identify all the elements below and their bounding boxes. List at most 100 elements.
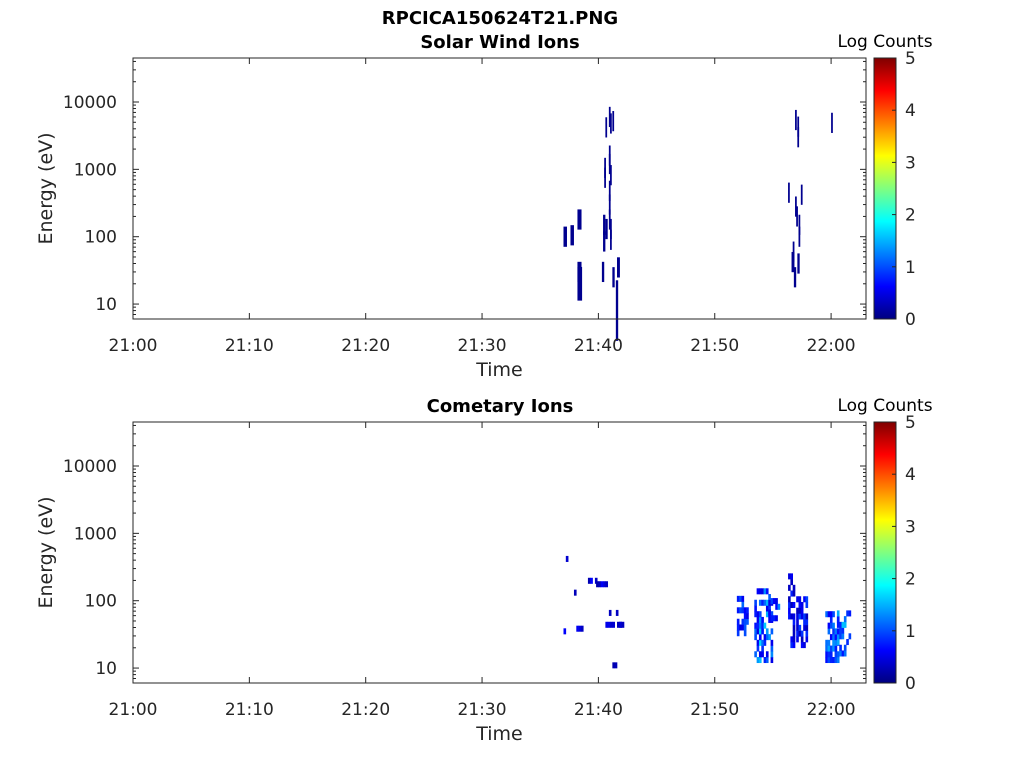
data-cell — [834, 634, 838, 641]
data-cell — [594, 577, 598, 584]
data-cell — [796, 630, 799, 637]
axes-box — [132, 421, 867, 684]
data-cell — [605, 218, 608, 240]
data-cell — [841, 650, 845, 657]
colorbar-tick-label: 3 — [905, 517, 916, 537]
data-cell — [756, 588, 760, 595]
data-cell — [565, 555, 569, 562]
data-cell — [743, 618, 747, 625]
x-tick-label: 21:30 — [458, 700, 507, 720]
data-cell — [607, 621, 611, 628]
data-cell — [770, 639, 774, 646]
data-cell — [563, 226, 567, 247]
data-cell — [596, 581, 599, 588]
y-tick-label: 100 — [85, 228, 117, 248]
data-cell — [736, 630, 740, 637]
data-cell — [825, 657, 828, 664]
colorbar-tick-label: 0 — [905, 674, 916, 694]
data-cell — [829, 634, 833, 641]
data-cell — [843, 621, 847, 628]
data-cell — [839, 621, 842, 628]
plot-area — [133, 58, 866, 319]
data-cell — [770, 651, 774, 658]
data-cell — [836, 621, 840, 628]
data-cell — [798, 596, 802, 603]
data-cell — [803, 642, 806, 649]
data-cell — [617, 257, 620, 278]
data-cell — [763, 634, 767, 641]
data-cell — [608, 209, 611, 230]
data-cell — [770, 657, 774, 664]
data-cell — [792, 642, 796, 649]
data-cell — [765, 651, 769, 658]
data-cell — [798, 214, 801, 235]
data-cell — [754, 622, 757, 629]
data-cell — [800, 607, 804, 614]
data-cell — [758, 599, 762, 606]
data-cell — [829, 651, 833, 658]
y-tick-label: 1000 — [74, 160, 117, 180]
data-cell — [797, 127, 800, 148]
data-cell — [603, 214, 606, 235]
data-cell — [756, 639, 760, 646]
colorbar-tick-label: 1 — [905, 622, 916, 642]
y-tick-label: 1000 — [74, 524, 117, 544]
data-cell — [768, 634, 771, 641]
data-cell — [843, 644, 847, 651]
data-cell — [743, 624, 747, 631]
data-cell — [775, 603, 778, 610]
colorbar-tick-label: 5 — [905, 413, 916, 433]
data-cell — [796, 607, 799, 614]
data-cell — [829, 611, 833, 618]
data-cell — [605, 117, 608, 138]
data-cell — [758, 657, 762, 664]
data-cell — [788, 607, 791, 614]
data-cell — [768, 599, 771, 606]
data-cell — [790, 601, 793, 609]
data-cell — [827, 657, 831, 664]
data-cell — [610, 113, 612, 134]
x-tick-label: 21:50 — [690, 700, 739, 720]
data-cell — [741, 624, 745, 631]
data-cell — [829, 657, 833, 664]
data-cell — [792, 584, 796, 591]
data-cell — [758, 588, 762, 595]
colorbar-tick-label: 3 — [905, 153, 916, 173]
data-cell — [792, 613, 796, 620]
data-cell — [608, 180, 611, 201]
data-cell — [841, 621, 845, 628]
data-cell — [608, 609, 612, 616]
data-cell — [746, 613, 749, 620]
x-axis-label: Time — [475, 723, 523, 745]
data-cell — [610, 218, 612, 240]
data-cell — [770, 611, 774, 618]
data-cell — [827, 611, 831, 618]
y-tick-label: 10000 — [63, 93, 117, 113]
data-cell — [741, 618, 745, 625]
data-cell — [827, 645, 831, 652]
data-cell — [834, 639, 838, 646]
x-axis-label: Time — [475, 359, 523, 381]
data-cell — [841, 633, 845, 640]
data-cell — [765, 634, 769, 641]
data-cell — [848, 633, 852, 640]
data-cell — [617, 621, 620, 628]
data-cell — [827, 651, 831, 658]
data-cell — [604, 167, 606, 188]
data-cell — [790, 613, 793, 620]
colorbar-title: Log Counts — [837, 396, 932, 416]
data-cell — [829, 622, 833, 629]
data-cell — [612, 621, 615, 628]
data-cell — [590, 577, 593, 584]
y-tick-label: 10000 — [63, 457, 117, 477]
colorbar-tick-label: 2 — [905, 206, 916, 226]
x-tick-label: 21:20 — [341, 700, 390, 720]
y-axis-label: Energy (eV) — [35, 496, 57, 608]
data-cell — [756, 657, 760, 664]
panel-title: Solar Wind Ions — [420, 32, 579, 53]
data-cell — [832, 622, 835, 629]
data-cell — [761, 588, 764, 595]
data-cell — [772, 598, 776, 605]
data-cell — [803, 619, 806, 626]
data-cell — [836, 634, 840, 641]
